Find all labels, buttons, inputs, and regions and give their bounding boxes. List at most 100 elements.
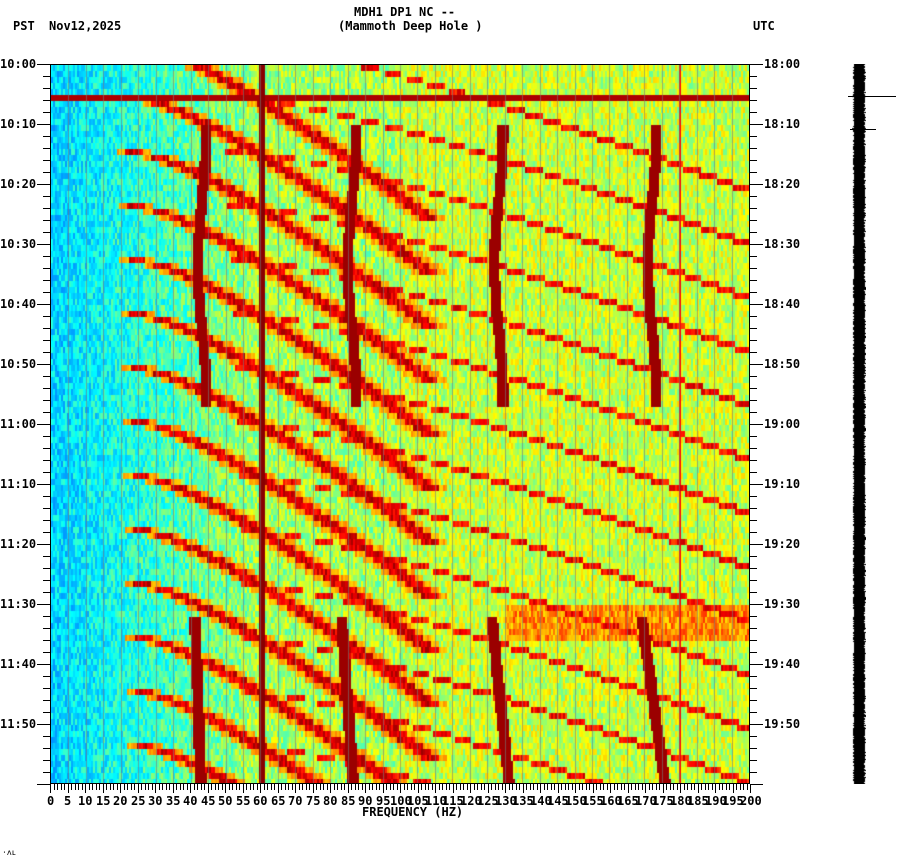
- x-tick: [330, 784, 331, 793]
- y-tick-right: [750, 556, 757, 557]
- y-tick-right: [750, 148, 757, 149]
- x-tick: [432, 784, 433, 790]
- x-tick: [197, 784, 198, 790]
- x-tick: [222, 784, 223, 790]
- x-tick: [561, 784, 562, 790]
- y-tick-left: [43, 232, 50, 233]
- y-tick-left: [37, 184, 50, 185]
- y-tick-left: [43, 712, 50, 713]
- y-tick-right: [750, 184, 763, 185]
- y-tick-label-left: 11:10: [0, 477, 37, 491]
- x-tick: [327, 784, 328, 790]
- x-tick: [267, 784, 268, 790]
- x-tick: [239, 784, 240, 790]
- x-tick: [673, 784, 674, 790]
- y-tick-left: [43, 616, 50, 617]
- x-tick: [159, 784, 160, 790]
- y-tick-right: [750, 724, 763, 725]
- x-tick: [659, 784, 660, 790]
- y-tick-left: [37, 364, 50, 365]
- x-tick: [334, 784, 335, 790]
- x-tick: [439, 784, 440, 790]
- x-tick: [596, 784, 597, 790]
- x-tick: [71, 784, 72, 790]
- x-tick-label: 185: [687, 794, 709, 808]
- x-tick: [61, 784, 62, 790]
- x-tick-label: 130: [495, 794, 517, 808]
- x-tick: [299, 784, 300, 790]
- x-tick: [313, 784, 314, 793]
- x-tick: [50, 784, 51, 793]
- x-tick: [400, 784, 401, 793]
- y-tick-left: [37, 784, 50, 785]
- x-tick: [505, 784, 506, 793]
- y-tick-label-left: 11:40: [0, 657, 37, 671]
- x-tick: [246, 784, 247, 790]
- y-tick-label-right: 19:30: [764, 597, 801, 611]
- x-tick: [351, 784, 352, 790]
- x-tick: [211, 784, 212, 790]
- y-tick-left: [43, 652, 50, 653]
- x-tick: [89, 784, 90, 790]
- corner-mark: ⋅ʌʟ: [2, 848, 17, 857]
- x-tick: [397, 784, 398, 790]
- x-tick: [383, 784, 384, 793]
- x-tick-label: 165: [617, 794, 639, 808]
- date-label: Nov12,2025: [49, 19, 122, 33]
- y-tick-left: [43, 88, 50, 89]
- y-tick-label-right: 18:30: [764, 237, 801, 251]
- y-tick-left: [43, 136, 50, 137]
- x-tick: [96, 784, 97, 790]
- y-tick-left: [43, 556, 50, 557]
- x-tick: [215, 784, 216, 790]
- y-tick-right: [750, 268, 757, 269]
- x-tick: [663, 784, 664, 793]
- x-tick: [369, 784, 370, 790]
- y-tick-left: [43, 412, 50, 413]
- y-tick-label-left: 11:50: [0, 717, 37, 731]
- y-tick-left: [43, 520, 50, 521]
- station-title: MDH1 DP1 NC --: [354, 5, 456, 19]
- x-tick: [474, 784, 475, 790]
- x-tick: [404, 784, 405, 790]
- x-tick: [386, 784, 387, 790]
- x-tick: [176, 784, 177, 790]
- x-tick: [614, 784, 615, 790]
- x-tick-label: 40: [183, 794, 198, 808]
- x-tick: [572, 784, 573, 790]
- y-tick-right: [750, 316, 757, 317]
- x-tick: [558, 784, 559, 793]
- x-tick-label: 115: [442, 794, 464, 808]
- y-tick-label-left: 10:30: [0, 237, 37, 251]
- x-tick: [309, 784, 310, 790]
- x-tick: [729, 784, 730, 790]
- x-tick: [99, 784, 100, 790]
- y-tick-left: [43, 472, 50, 473]
- x-tick: [106, 784, 107, 790]
- x-tick: [425, 784, 426, 790]
- x-tick: [579, 784, 580, 790]
- y-tick-left: [43, 376, 50, 377]
- x-tick: [173, 784, 174, 793]
- x-tick-label: 155: [582, 794, 604, 808]
- x-tick-label: 15: [96, 794, 111, 808]
- y-tick-right: [750, 304, 763, 305]
- x-tick: [509, 784, 510, 790]
- x-tick: [201, 784, 202, 790]
- y-tick-right: [750, 484, 763, 485]
- y-tick-left: [43, 292, 50, 293]
- x-tick: [57, 784, 58, 790]
- spectrogram-heatmap: [51, 65, 749, 783]
- y-tick-right: [750, 616, 757, 617]
- y-tick-right: [750, 436, 757, 437]
- x-tick: [607, 784, 608, 790]
- x-tick: [593, 784, 594, 793]
- y-tick-right: [750, 76, 757, 77]
- x-tick: [274, 784, 275, 790]
- y-tick-right: [750, 580, 757, 581]
- x-tick: [705, 784, 706, 790]
- y-tick-left: [43, 196, 50, 197]
- x-tick-label: 35: [166, 794, 181, 808]
- x-tick: [362, 784, 363, 790]
- x-tick: [743, 784, 744, 790]
